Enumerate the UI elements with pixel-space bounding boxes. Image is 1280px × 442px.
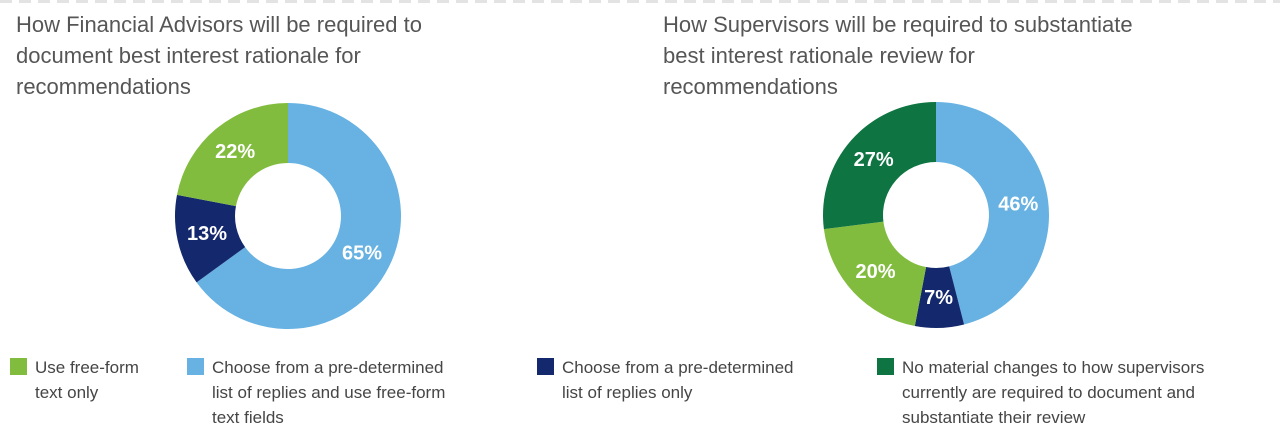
donut-svg: 46% 7% 20% 27%	[822, 102, 1049, 329]
legend-label: Use free-form text only	[35, 358, 139, 402]
slice-data-label: 46%	[998, 194, 1038, 216]
legend-label: Choose from a pre-determined list of rep…	[562, 358, 794, 402]
legend-item-free-form-text: Use free-form text only	[10, 355, 180, 405]
donut-svg: 65% 13% 22%	[174, 103, 401, 329]
donut-slice-navy	[914, 266, 965, 329]
slice-data-label: 22%	[215, 141, 255, 163]
slice-data-label: 7%	[924, 287, 953, 309]
legend-swatch-light-blue	[187, 358, 204, 375]
legend-item-predetermined-plus-freeform: Choose from a pre-determined list of rep…	[187, 355, 527, 430]
donut-slice-light_green	[177, 103, 288, 207]
legend-label: Choose from a pre-determined list of rep…	[212, 358, 446, 427]
legend-swatch-light-green	[10, 358, 27, 375]
donut-slice-navy	[174, 194, 246, 283]
donut-slice-light_blue	[196, 103, 401, 329]
chart-title-advisors: How Financial Advisors will be required …	[16, 12, 422, 99]
legend-swatch-navy	[537, 358, 554, 375]
legend-label: No material changes to how supervisors c…	[902, 358, 1205, 427]
legend-swatch-dark-green	[877, 358, 894, 375]
legend-item-predetermined-only: Choose from a pre-determined list of rep…	[537, 355, 867, 405]
donut-slice-light_blue	[936, 102, 1049, 325]
donut-slice-dark_green	[822, 102, 936, 230]
donut-chart-advisors: 65% 13% 22%	[174, 102, 402, 330]
legend-item-no-material-changes: No material changes to how supervisors c…	[877, 355, 1237, 430]
slice-data-label: 13%	[187, 223, 227, 245]
slice-data-label: 27%	[854, 149, 894, 171]
slice-data-label: 65%	[342, 243, 382, 265]
donut-chart-supervisors: 46% 7% 20% 27%	[822, 101, 1050, 329]
slice-data-label: 20%	[855, 261, 895, 283]
donut-slice-light_green	[823, 221, 927, 326]
page-edge-artifact	[0, 0, 1280, 3]
chart-title-supervisors: How Supervisors will be required to subs…	[663, 12, 1133, 99]
